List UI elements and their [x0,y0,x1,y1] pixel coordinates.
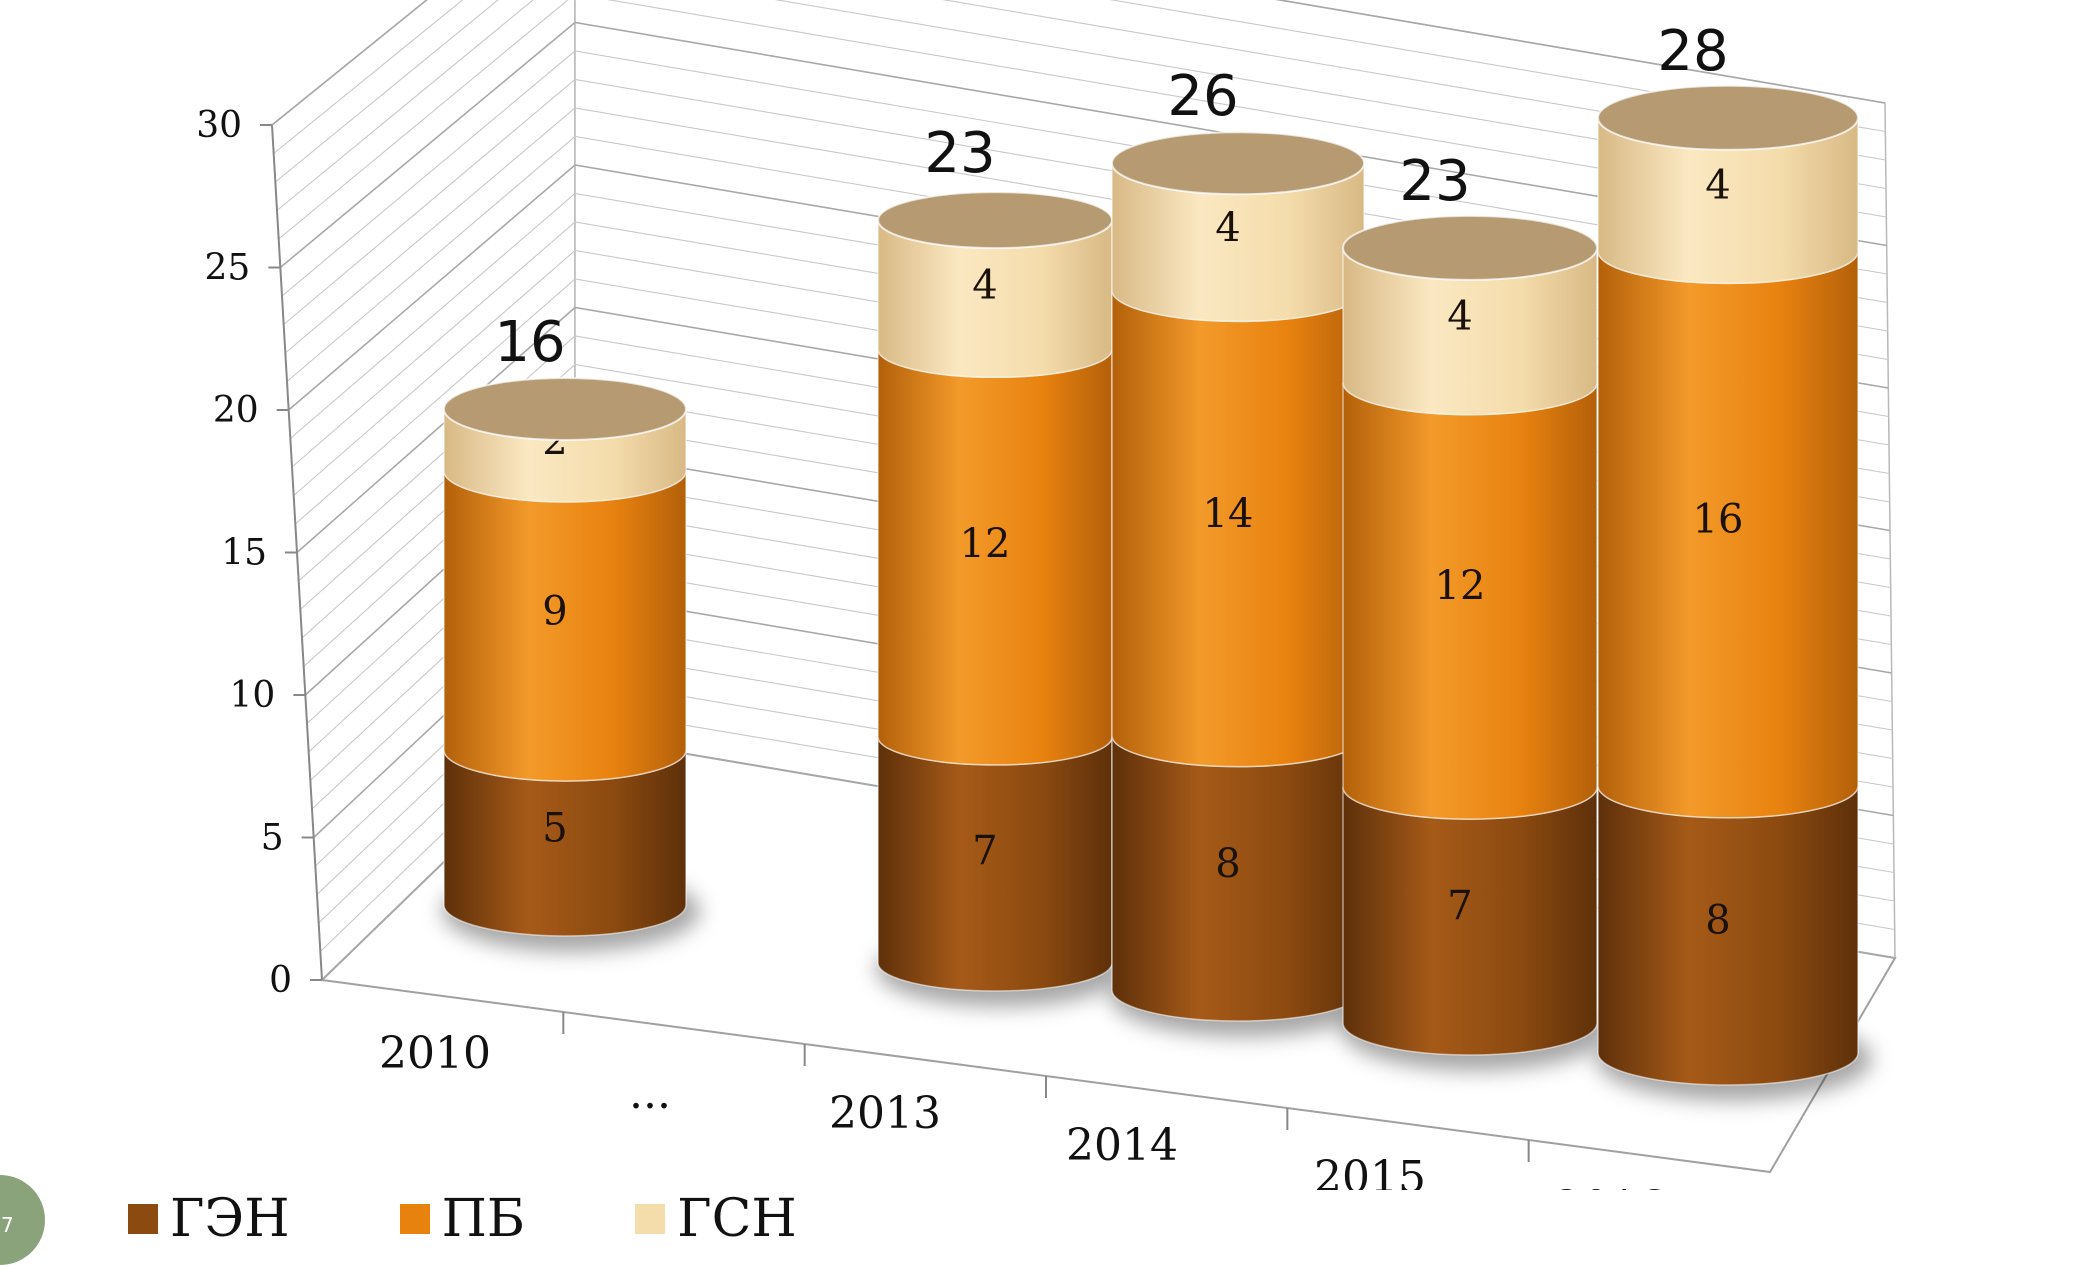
bar-stack-2015: 7 12 4 23 [1341,149,1611,1071]
y-axis: 0 5 10 15 20 25 30 [196,105,322,1001]
legend-label: ПБ [441,1188,526,1249]
x-tick-label: 2014 [1066,1120,1178,1171]
legend-swatch [128,1203,158,1234]
slide-number: 7 [1,1213,14,1237]
gridline [279,21,1887,269]
data-label: 8 [1215,841,1240,887]
x-tick-label: 2016 [1554,1182,1666,1190]
total-label: 23 [924,121,995,186]
legend-label: ГЭН [170,1188,290,1249]
data-label: 7 [972,828,997,874]
data-label: 7 [1447,883,1472,929]
bar-stack-2016: 8 16 4 28 [1596,19,1872,1101]
total-label: 23 [1399,149,1470,214]
bar-stack-2013: 7 12 4 23 [876,121,1126,1007]
data-label: 4 [1705,163,1730,209]
total-label: 26 [1167,64,1238,129]
y-tick-label: 5 [261,818,284,859]
bar-top [877,191,1113,250]
data-label: 14 [1203,491,1254,537]
bar-top [1111,131,1365,196]
bar-top [443,377,687,441]
x-axis: 2010... 2013 2014 2015 2016 [379,1012,1666,1190]
data-label: 4 [1447,293,1472,339]
gridline [281,50,1888,297]
data-label: 16 [1693,497,1744,543]
gridline [276,0,1887,211]
total-label: 28 [1657,19,1728,84]
gridline [278,0,1887,240]
data-label: 9 [542,589,567,635]
gridline [271,0,1886,126]
y-tick-label: 15 [221,533,267,574]
legend-swatch [399,1203,430,1234]
bar-stack-2014: 8 14 4 26 [1110,64,1378,1037]
bar-top [1342,214,1598,281]
legend-item: ГЭН [128,1189,290,1249]
legend-item: ГСН [635,1189,797,1249]
y-tick-label: 10 [230,675,276,716]
data-label: 12 [960,521,1011,567]
data-label: 5 [542,806,567,852]
x-tick-label: 2013 [829,1088,941,1139]
x-tick-label: 2010 [379,1028,491,1079]
y-tick-label: 30 [196,105,242,146]
stacked-cylinder-chart: 0510152025302010...201320142015201659216… [196,0,1897,1190]
legend: ГЭН ПБ ГСН [128,1188,797,1249]
gridline [273,0,1886,154]
legend-label: ГСН [677,1188,797,1249]
y-tick-label: 20 [213,390,259,431]
y-tick-label: 0 [269,960,292,1001]
legend-swatch [635,1203,666,1234]
data-label: 4 [972,263,997,309]
bar-top [1597,84,1859,151]
data-label: 4 [1215,205,1240,251]
legend-item: ПБ [399,1188,526,1249]
total-label: 16 [494,310,565,375]
x-tick-label: 2015 [1314,1152,1426,1190]
data-label: 8 [1705,897,1730,943]
y-tick-label: 25 [205,248,251,289]
x-tick-label: ... [629,1068,671,1119]
gridline [274,0,1886,183]
data-label: 12 [1435,563,1486,609]
